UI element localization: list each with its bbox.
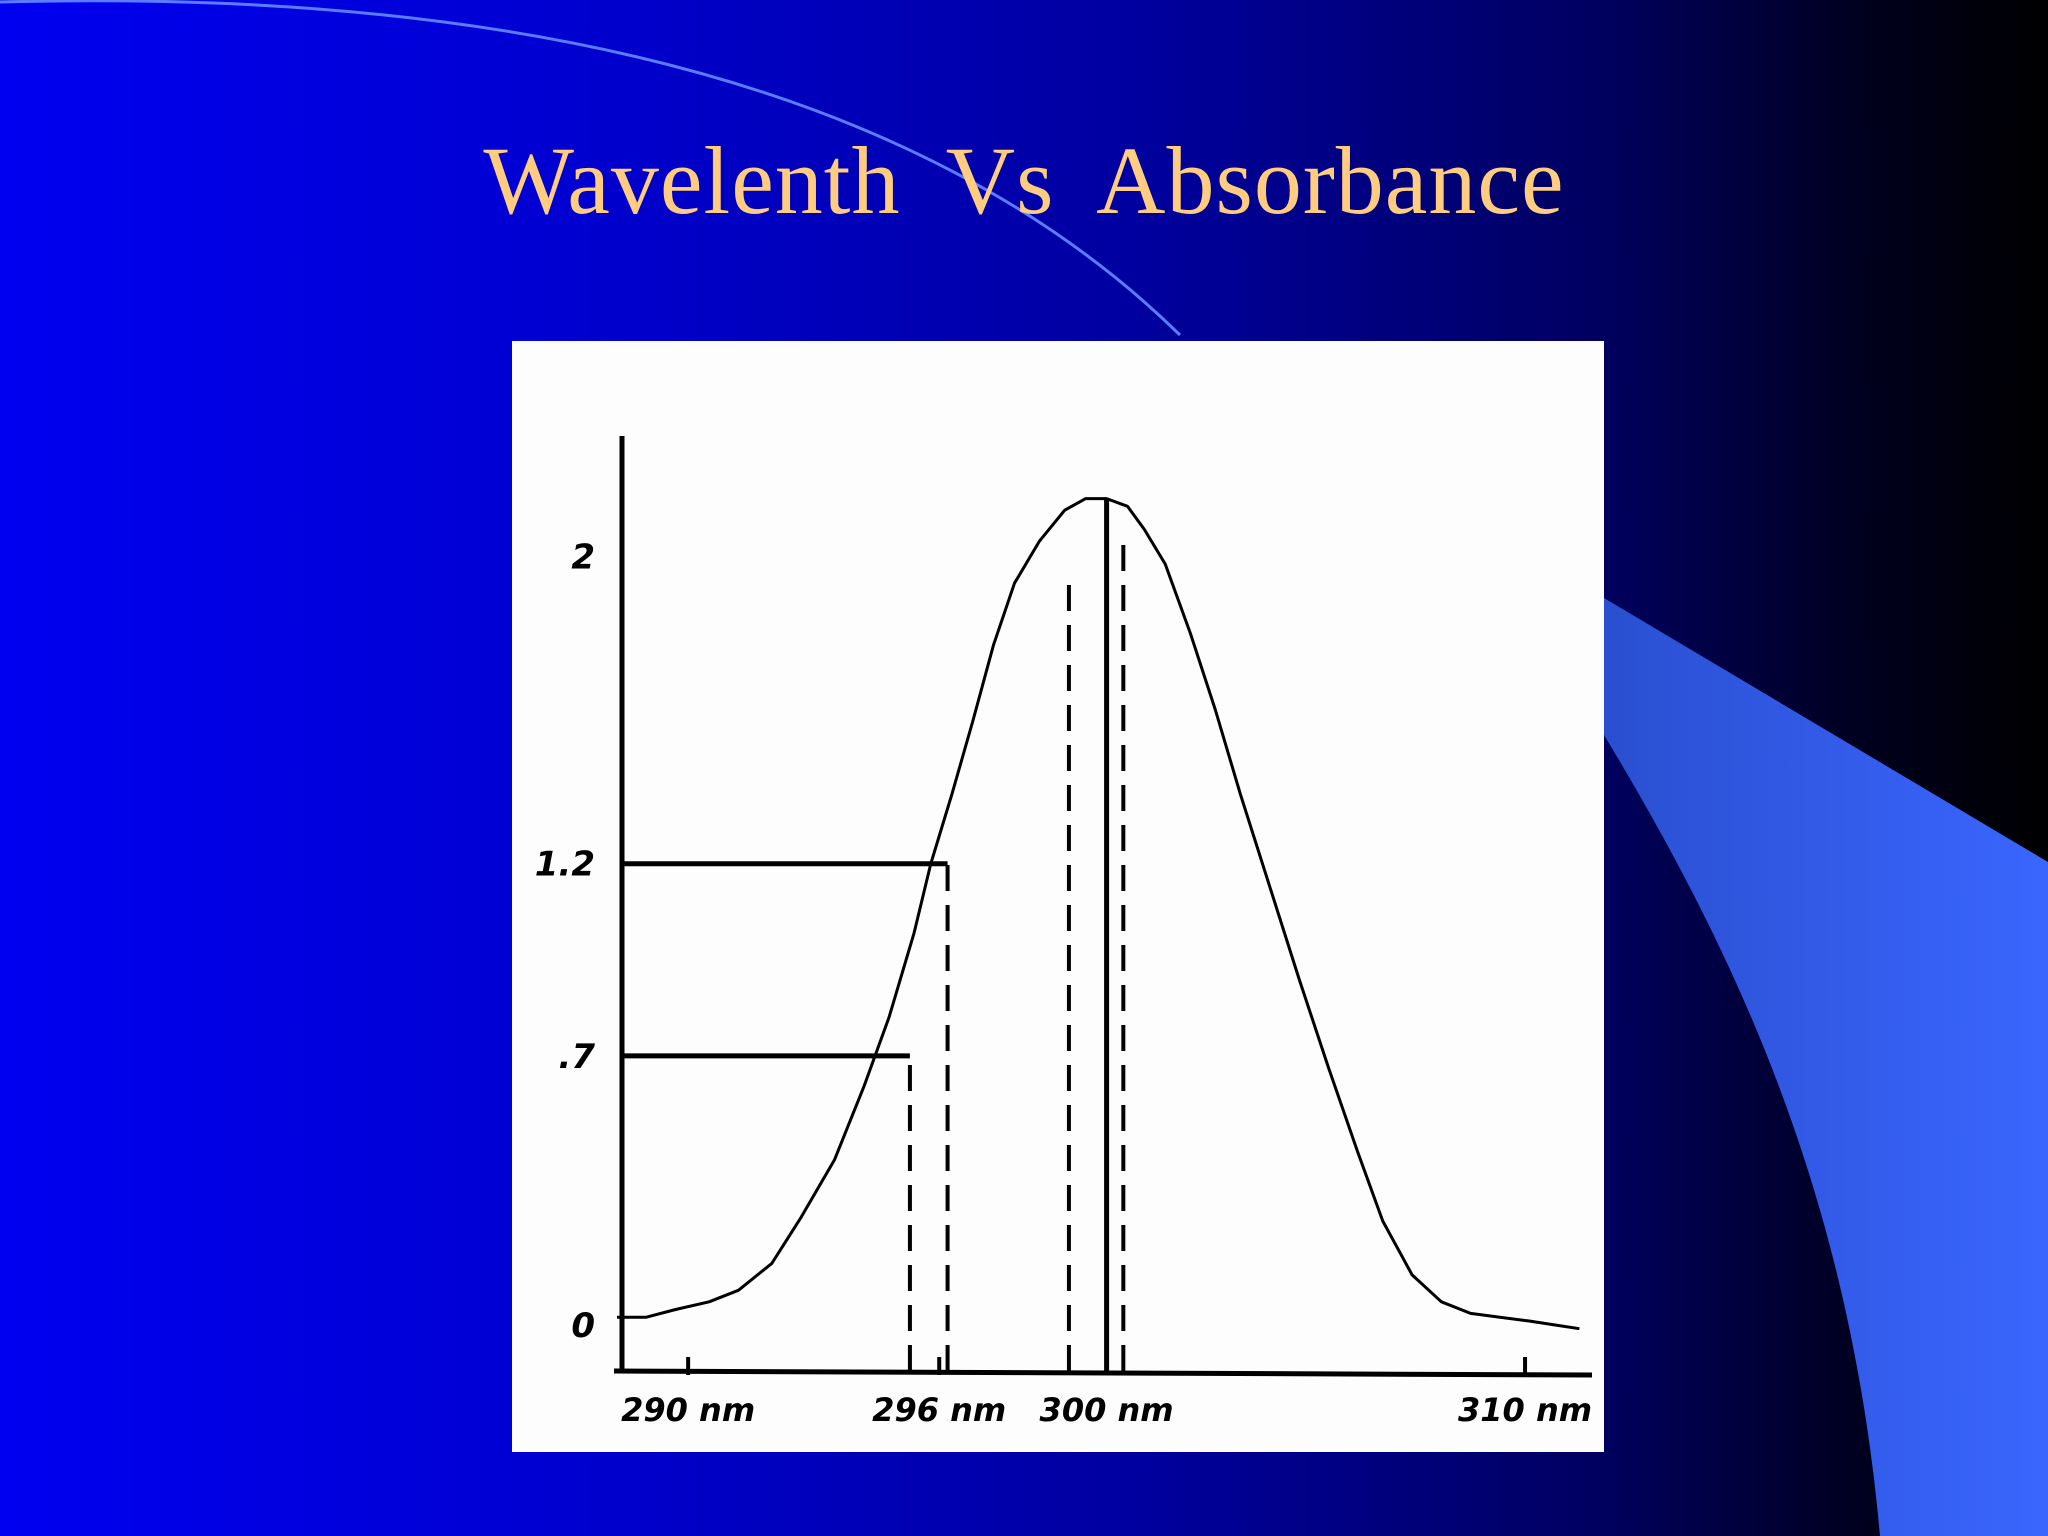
x-tick-label: 290 nm xyxy=(621,1391,755,1429)
absorbance-chart: 0 .7 1.2 2 290 nm 296 nm 300 nm 310 nm xyxy=(535,436,1593,1429)
chart-panel: 0 .7 1.2 2 290 nm 296 nm 300 nm 310 nm xyxy=(512,341,1604,1452)
x-tick-label: 296 nm xyxy=(872,1391,1006,1429)
decorative-arc-line xyxy=(0,0,1182,337)
y-tick-label: .7 xyxy=(558,1037,595,1077)
reference-lines xyxy=(622,498,1126,1371)
y-tick-label: 2 xyxy=(571,537,595,577)
x-tick-label: 310 nm xyxy=(1458,1391,1592,1429)
x-axis xyxy=(613,1368,1593,1378)
x-tick-label: 300 nm xyxy=(1040,1391,1174,1429)
decorative-blue-band xyxy=(1604,598,2048,1536)
y-tick-label: 0 xyxy=(571,1306,595,1346)
series-group xyxy=(617,497,1580,1331)
axes xyxy=(613,436,1593,1378)
y-tick-label: 1.2 xyxy=(535,845,595,885)
series-line-0 xyxy=(617,497,1580,1331)
ticks: 0 .7 1.2 2 290 nm 296 nm 300 nm 310 nm xyxy=(535,537,1592,1429)
slide-title: Wavelenth Vs Absorbance xyxy=(483,127,1565,234)
